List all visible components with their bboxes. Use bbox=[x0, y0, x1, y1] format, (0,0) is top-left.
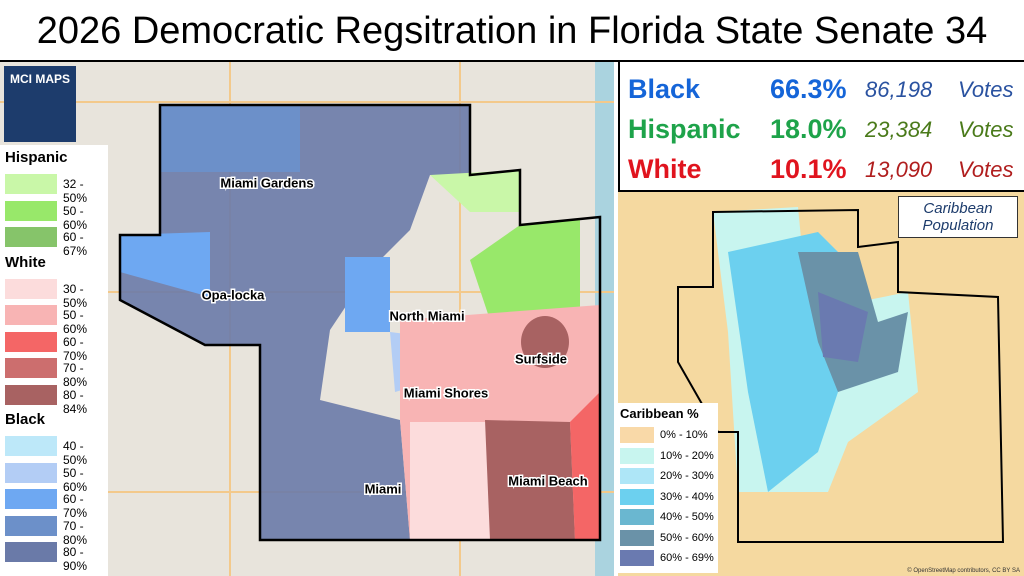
logo-text: MCI MAPS bbox=[10, 72, 70, 86]
stat-unit: Votes bbox=[958, 157, 1014, 182]
legend-label: 80 - 84% bbox=[63, 387, 88, 416]
inset-swatch bbox=[620, 529, 654, 546]
stat-percent: 18.0% bbox=[770, 114, 847, 144]
legend-swatch bbox=[5, 358, 57, 378]
title: 2026 Democratic Regsitration in Florida … bbox=[0, 0, 1024, 62]
inset-label: 50% - 60% bbox=[660, 531, 714, 544]
inset-legend: Caribbean % 0% - 10% 10% - 20% 20% - 30% 30… bbox=[614, 403, 718, 573]
inset-swatch bbox=[620, 427, 654, 443]
legend-swatch bbox=[5, 278, 57, 299]
legend-swatch bbox=[5, 200, 57, 221]
legend-label: 70 - 80% bbox=[63, 518, 88, 547]
legend-swatch bbox=[5, 227, 57, 247]
city-label: North Miami bbox=[389, 308, 464, 323]
legend-swatch bbox=[5, 331, 57, 352]
inset-label: 40% - 50% bbox=[660, 511, 714, 523]
stat-group: White bbox=[628, 154, 702, 184]
legend-swatch bbox=[5, 436, 57, 456]
legend-label: 50 - 60% bbox=[63, 203, 88, 232]
legend-heading: Black bbox=[5, 411, 46, 428]
stat-votes: 23,384 bbox=[865, 117, 933, 142]
legend-swatch bbox=[5, 542, 57, 562]
legend-label: 60 - 70% bbox=[63, 492, 88, 520]
legend-heading: White bbox=[5, 253, 46, 271]
inset-swatch bbox=[620, 447, 654, 464]
inset-label: 10% - 20% bbox=[660, 449, 714, 462]
inset-swatch bbox=[620, 550, 654, 566]
inset-swatch bbox=[620, 468, 654, 484]
main-map: Miami Gardens Opa-locka North Miami Surfsid… bbox=[0, 62, 614, 576]
legend-label: 30 - 50% bbox=[63, 281, 88, 310]
inset-label: 30% - 40% bbox=[660, 490, 714, 503]
legend-label: 50 - 60% bbox=[63, 308, 88, 336]
city-label: Opa-locka bbox=[202, 287, 266, 302]
inset-swatch bbox=[620, 488, 654, 505]
city-label: Miami Shores bbox=[404, 385, 489, 400]
city-label: Miami Gardens bbox=[220, 175, 313, 190]
inset-legend-title: Caribbean % bbox=[620, 406, 699, 421]
legend-label: 60 - 67% bbox=[63, 230, 88, 258]
city-label: Miami bbox=[365, 481, 402, 496]
inset-label: 20% - 30% bbox=[660, 470, 714, 482]
legend-swatch bbox=[5, 515, 57, 536]
stat-percent: 10.1% bbox=[770, 154, 847, 184]
stat-group: Black bbox=[628, 74, 701, 104]
legend-label: 32 - 50% bbox=[63, 177, 88, 205]
inset-label: 60% - 69% bbox=[660, 552, 714, 564]
inset-title: Caribbean Population bbox=[898, 196, 1018, 238]
inset-swatch bbox=[620, 509, 654, 525]
stat-unit: Votes bbox=[958, 117, 1014, 142]
stats-panel: Black 66.3% 86,198 Votes Hispanic 18.0% 23,384… bbox=[618, 62, 1024, 192]
stat-votes: 86,198 bbox=[865, 77, 933, 102]
legend-label: 70 - 80% bbox=[63, 361, 88, 389]
legend-swatch bbox=[5, 305, 57, 325]
attribution: © OpenStreetMap contributors, CC BY SA bbox=[907, 568, 1020, 574]
legend-label: 40 - 50% bbox=[63, 439, 88, 467]
legend: Hispanic 32 - 50% 50 - 60% 60 - 67% White 30 … bbox=[0, 145, 108, 576]
city-label: Miami Beach bbox=[508, 473, 588, 488]
legend-label: 60 - 70% bbox=[63, 334, 88, 363]
legend-swatch bbox=[5, 489, 57, 509]
legend-swatch bbox=[5, 384, 57, 405]
inset-label: 0% - 10% bbox=[660, 429, 708, 441]
legend-label: 50 - 60% bbox=[63, 465, 88, 494]
logo: MCI MAPS bbox=[4, 66, 76, 142]
legend-label: 80 - 90% bbox=[63, 545, 88, 573]
legend-heading: Hispanic bbox=[5, 149, 68, 166]
legend-swatch bbox=[5, 174, 57, 194]
legend-swatch bbox=[5, 462, 57, 483]
stat-votes: 13,090 bbox=[865, 157, 933, 182]
city-label: Surfside bbox=[515, 351, 567, 366]
stat-unit: Votes bbox=[958, 77, 1014, 102]
stat-percent: 66.3% bbox=[770, 74, 847, 104]
stat-group: Hispanic bbox=[628, 114, 741, 144]
